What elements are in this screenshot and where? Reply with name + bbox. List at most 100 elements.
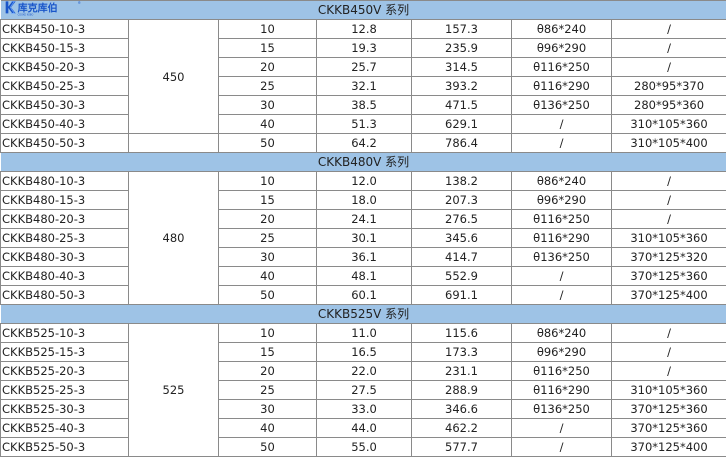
capacity-cell: 20	[219, 210, 317, 229]
round-size-cell: θ136*250	[512, 400, 612, 419]
square-size-cell: /	[612, 191, 726, 210]
capacity-cell: 25	[219, 381, 317, 400]
model-cell: CKKB525-15-3	[1, 343, 129, 362]
current-cell: 22.0	[317, 362, 412, 381]
round-size-cell: θ116*290	[512, 77, 612, 96]
current-cell: 12.8	[317, 20, 412, 39]
square-size-cell: 310*105*360	[612, 229, 726, 248]
capacity-cell: 50	[219, 134, 317, 153]
voltage-cell: 450	[129, 20, 219, 134]
square-size-cell: /	[612, 39, 726, 58]
capacity-cell: 50	[219, 286, 317, 305]
round-size-cell: /	[512, 134, 612, 153]
round-size-cell: /	[512, 286, 612, 305]
capacitance-cell: 314.5	[412, 58, 512, 77]
capacitance-cell: 471.5	[412, 96, 512, 115]
capacity-cell: 10	[219, 20, 317, 39]
capacitance-cell: 235.9	[412, 39, 512, 58]
square-size-cell: /	[612, 343, 726, 362]
capacity-cell: 20	[219, 58, 317, 77]
capacity-cell: 10	[219, 172, 317, 191]
current-cell: 36.1	[317, 248, 412, 267]
model-cell: CKKB480-25-3	[1, 229, 129, 248]
section-header-row: CKKB525V 系列	[1, 305, 726, 324]
square-size-cell: 370*125*400	[612, 438, 726, 457]
capacity-cell: 25	[219, 77, 317, 96]
round-size-cell: /	[512, 419, 612, 438]
model-cell: CKKB480-10-3	[1, 172, 129, 191]
current-cell: 55.0	[317, 438, 412, 457]
current-cell: 30.1	[317, 229, 412, 248]
brand-logo: 库克库伯 COOKE KOBO ®	[4, 0, 82, 16]
round-size-cell: θ96*290	[512, 191, 612, 210]
model-cell: CKKB525-20-3	[1, 362, 129, 381]
capacitance-cell: 345.6	[412, 229, 512, 248]
model-cell: CKKB450-20-3	[1, 58, 129, 77]
current-cell: 11.0	[317, 324, 412, 343]
round-size-cell: θ136*250	[512, 96, 612, 115]
model-cell: CKKB480-20-3	[1, 210, 129, 229]
model-cell: CKKB480-50-3	[1, 286, 129, 305]
round-size-cell: θ136*250	[512, 248, 612, 267]
round-size-cell: θ96*290	[512, 343, 612, 362]
capacity-cell: 15	[219, 191, 317, 210]
capacitance-cell: 231.1	[412, 362, 512, 381]
current-cell: 18.0	[317, 191, 412, 210]
current-cell: 60.1	[317, 286, 412, 305]
capacitance-cell: 157.3	[412, 20, 512, 39]
capacitance-cell: 276.5	[412, 210, 512, 229]
round-size-cell: /	[512, 267, 612, 286]
round-size-cell: /	[512, 115, 612, 134]
square-size-cell: 310*105*400	[612, 134, 726, 153]
square-size-cell: 370*125*400	[612, 286, 726, 305]
current-cell: 25.7	[317, 58, 412, 77]
capacitance-cell: 552.9	[412, 267, 512, 286]
square-size-cell: 310*105*360	[612, 115, 726, 134]
round-size-cell: θ86*240	[512, 172, 612, 191]
current-cell: 27.5	[317, 381, 412, 400]
capacity-cell: 20	[219, 362, 317, 381]
capacity-cell: 40	[219, 115, 317, 134]
capacitance-cell: 414.7	[412, 248, 512, 267]
capacitance-cell: 462.2	[412, 419, 512, 438]
square-size-cell: 310*105*360	[612, 381, 726, 400]
current-cell: 12.0	[317, 172, 412, 191]
round-size-cell: θ116*290	[512, 229, 612, 248]
section-title: CKKB480V 系列	[1, 153, 726, 172]
model-cell: CKKB480-30-3	[1, 248, 129, 267]
square-size-cell: /	[612, 362, 726, 381]
capacitance-cell: 691.1	[412, 286, 512, 305]
capacitance-cell: 577.7	[412, 438, 512, 457]
capacitance-cell: 629.1	[412, 115, 512, 134]
current-cell: 38.5	[317, 96, 412, 115]
square-size-cell: /	[612, 172, 726, 191]
capacity-cell: 50	[219, 438, 317, 457]
capacity-cell: 30	[219, 248, 317, 267]
svg-text:COOKE KOBO: COOKE KOBO	[18, 14, 34, 16]
model-cell: CKKB525-25-3	[1, 381, 129, 400]
capacity-cell: 40	[219, 419, 317, 438]
capacity-cell: 40	[219, 267, 317, 286]
model-cell: CKKB450-50-3	[1, 134, 129, 153]
round-size-cell: θ96*290	[512, 39, 612, 58]
capacitance-cell: 138.2	[412, 172, 512, 191]
capacitance-cell: 115.6	[412, 324, 512, 343]
model-cell: CKKB525-50-3	[1, 438, 129, 457]
round-size-cell: θ116*290	[512, 381, 612, 400]
current-cell: 51.3	[317, 115, 412, 134]
